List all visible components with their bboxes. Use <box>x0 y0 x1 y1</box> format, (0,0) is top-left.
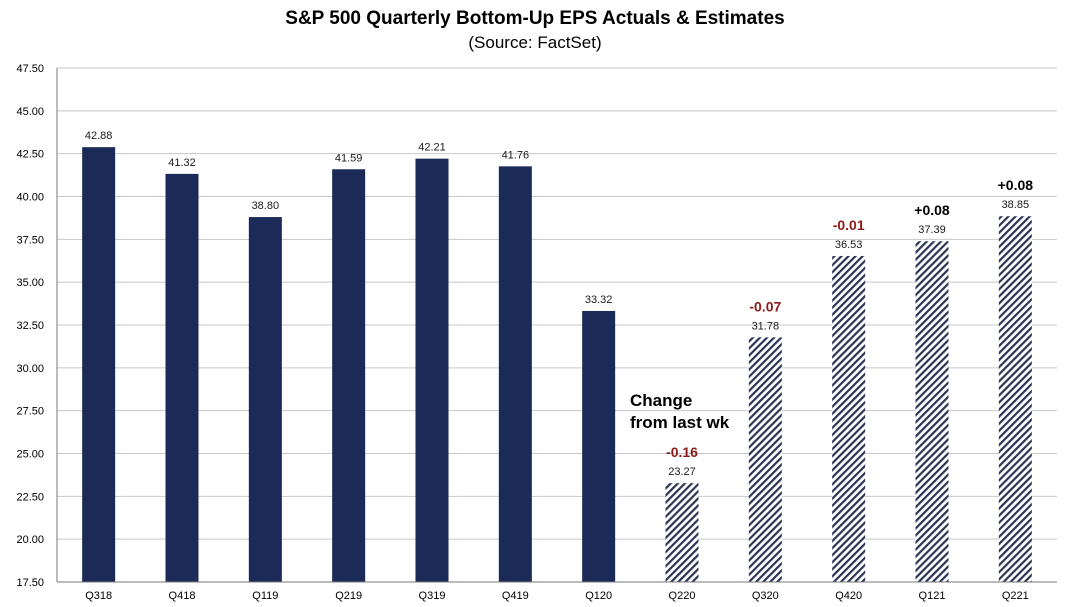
value-label-q418: 41.32 <box>168 157 196 169</box>
bars <box>82 147 1032 583</box>
x-axis-ticks: Q318 Q418 Q119 Q219 Q319 Q419 Q120 Q220 Q320 Q420… <box>85 590 1029 602</box>
value-label-q319: 42.21 <box>418 142 446 154</box>
value-label-q220: 23.27 <box>668 466 696 478</box>
y-tick-label: 37.50 <box>16 234 44 246</box>
change-label-q221: +0.08 <box>998 177 1034 193</box>
bar-q221 <box>998 216 1032 582</box>
x-tick-label: Q119 <box>252 590 278 602</box>
bar-q219 <box>332 169 366 582</box>
x-tick-label: Q418 <box>169 590 196 602</box>
change-note-line1: Change <box>630 391 692 410</box>
value-label-q419: 41.76 <box>502 149 530 161</box>
y-tick-label: 20.00 <box>16 534 44 546</box>
chart-subtitle: (Source: FactSet) <box>468 33 601 52</box>
x-tick-label: Q220 <box>669 590 696 602</box>
value-label-q420: 36.53 <box>835 239 863 251</box>
value-label-q221: 38.85 <box>1002 199 1030 211</box>
y-tick-label: 27.50 <box>16 406 44 418</box>
gridlines <box>57 67 1057 583</box>
change-label-q220: -0.16 <box>666 444 698 460</box>
x-tick-label: Q121 <box>919 590 946 602</box>
change-label-q420: -0.01 <box>833 217 865 233</box>
value-label-q318: 42.88 <box>85 130 113 142</box>
axes <box>56 68 1057 583</box>
bar-q319 <box>415 158 449 583</box>
x-tick-label: Q420 <box>835 590 862 602</box>
bar-q119 <box>248 217 282 582</box>
y-tick-label: 17.50 <box>16 577 44 589</box>
change-note-line2: from last wk <box>630 413 730 432</box>
y-tick-label: 22.50 <box>16 491 44 503</box>
x-tick-label: Q120 <box>585 590 612 602</box>
chart-title: S&P 500 Quarterly Bottom-Up EPS Actuals … <box>285 8 784 29</box>
y-axis-ticks: 17.50 20.00 22.50 25.00 27.50 30.00 32.50 35.00… <box>16 63 44 589</box>
bar-q120 <box>582 310 616 582</box>
bar-q220 <box>665 483 699 582</box>
y-tick-label: 45.00 <box>16 106 44 118</box>
x-tick-label: Q318 <box>85 590 112 602</box>
value-label-q121: 37.39 <box>918 224 946 236</box>
y-tick-label: 35.00 <box>16 277 44 289</box>
bar-q318 <box>82 147 116 582</box>
y-tick-label: 40.00 <box>16 192 44 204</box>
value-label-q120: 33.32 <box>585 294 613 306</box>
x-tick-label: Q319 <box>419 590 446 602</box>
value-label-q320: 31.78 <box>752 320 780 332</box>
bar-q320 <box>748 337 782 582</box>
bar-q420 <box>832 255 866 582</box>
y-tick-label: 42.50 <box>16 149 44 161</box>
value-label-q219: 41.59 <box>335 152 363 164</box>
change-label-q320: -0.07 <box>749 298 781 314</box>
y-tick-label: 32.50 <box>16 320 44 332</box>
x-tick-label: Q219 <box>335 590 362 602</box>
value-label-q119: 38.80 <box>252 200 280 212</box>
bar-q121 <box>915 241 949 582</box>
x-tick-label: Q221 <box>1002 590 1029 602</box>
y-tick-label: 30.00 <box>16 363 44 375</box>
bar-q418 <box>165 173 199 582</box>
y-tick-label: 47.50 <box>16 63 44 75</box>
x-tick-label: Q320 <box>752 590 779 602</box>
value-labels: 42.88 41.32 38.80 41.59 42.21 41.76 33.32 23.27… <box>85 130 1033 478</box>
y-tick-label: 25.00 <box>16 449 44 461</box>
bar-q419 <box>498 166 532 582</box>
change-label-q121: +0.08 <box>914 202 950 218</box>
x-tick-label: Q419 <box>502 590 529 602</box>
